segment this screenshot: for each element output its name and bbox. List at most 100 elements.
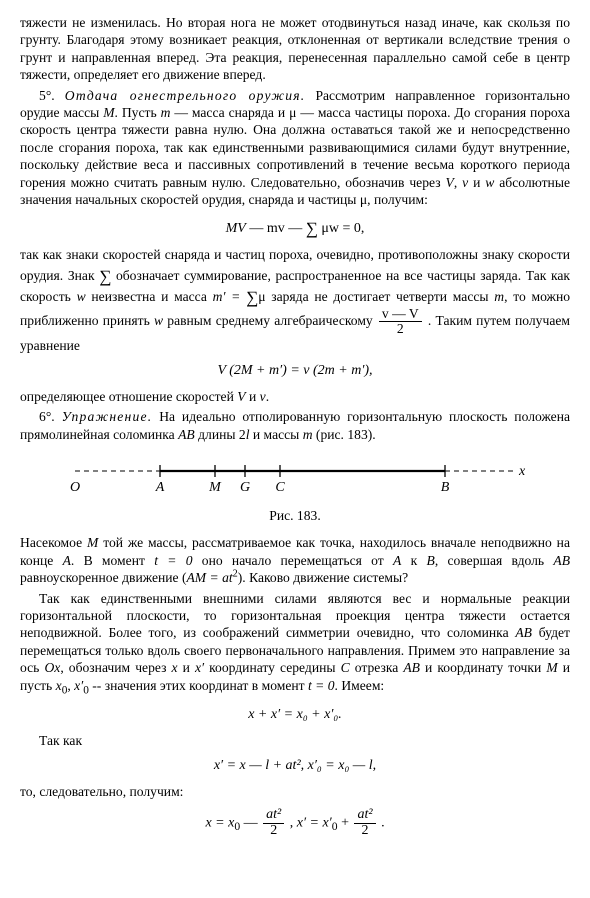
figure-caption: Рис. 183. [20,507,570,524]
var-AB: AB [178,427,195,442]
t: и координату точки [420,660,546,675]
var-A: A [63,553,71,568]
t: . В момент [71,553,154,568]
var-w: w [77,289,86,304]
fraction: v — V2 [379,307,422,337]
svg-text:x: x [518,464,526,479]
t: и массы [249,427,302,442]
var-x0p: x′ [74,678,83,693]
fraction: at² 2 [263,808,284,838]
frac-num: at² [266,807,281,822]
var-B: B [427,553,435,568]
eq: , [286,816,297,831]
sec6-title: Упражнение. [62,409,153,424]
para3: Так как единственными внешними силами яв… [20,590,570,698]
t: и [178,660,195,675]
svg-text:G: G [240,480,250,495]
svg-text:A: A [155,480,165,495]
var-V: V [237,389,245,404]
equation-2: V (2M + m′) = v (2m + m′), [20,362,570,380]
t: равноускоренное движение ( [20,570,186,585]
sec5b-tail: определяющее отношение скоростей V и v. [20,388,570,405]
eq: V (2M + m′) = v (2m + m′), [217,363,372,378]
t: определяющее отношение скоростей [20,389,237,404]
t: ). Каково движение системы? [238,570,408,585]
t: неизвестна и масса [86,289,213,304]
t: и [468,175,485,190]
var-AB: AB [553,553,570,568]
t: заряда не достигает четверти массы [266,289,495,304]
var-t0: t = 0 [308,678,335,693]
var-M: M [87,535,98,550]
sum-sign: ∑ [99,267,111,286]
t: (рис. 183). [313,427,376,442]
eq: — [240,816,261,831]
t: Насекомое [20,535,87,550]
sec6-paragraph: 6°. Упражнение. На идеально отполированн… [20,408,570,443]
eq: μw = 0, [321,221,364,236]
t: , получим: [367,192,428,207]
var-w: w [154,313,163,328]
equation-3: x + x′ = x₀ + x′₀. [20,706,570,724]
eq: x′ = x′ [297,816,332,831]
t: , [454,175,462,190]
sec5-label: 5°. [39,88,55,103]
para4: Так как [20,732,570,749]
sec5b-paragraph: так как знаки скоростей снаряда и частиц… [20,246,570,354]
t: . Пусть [115,105,161,120]
frac-den: 2 [379,322,422,336]
var-mu: μ [258,289,265,304]
equation-5: x = x0 — at²2 , x′ = x′0 + at²2 . [20,808,570,838]
equation-4: x′ = x — l + at², x′₀ = x₀ — l, [20,757,570,775]
var-M: M [546,660,557,675]
var-m: m [161,105,171,120]
frac-num: at² [357,807,372,822]
var-C: C [341,660,350,675]
var-V: V [446,175,454,190]
var-m: m [303,427,313,442]
t: Так как единственными внешними силами яв… [20,591,570,641]
var-mprime: m′ = [213,289,246,304]
eq: x′ = x — l + at², x′₀ = x₀ — l, [214,758,376,773]
var-AM: AM = at [186,570,232,585]
eq: MV [226,221,246,236]
figure-svg: O A M G C Bx [45,453,545,501]
frac-den: 2 [263,824,284,839]
svg-text:C: C [275,480,285,495]
t: длины 2 [195,427,246,442]
svg-text:B: B [441,480,450,495]
figure-183: O A M G C Bx [20,453,570,501]
eq: + [338,816,353,831]
svg-text:O: O [70,480,80,495]
sum-sign: ∑ [306,219,318,238]
var-AB: AB [403,660,420,675]
var-AB: AB [515,625,532,640]
frac-den: 2 [354,824,375,839]
var-Ox: Ox [44,660,60,675]
sec5-title: Отдача огнестрельного оружия. [65,88,306,103]
eq: x = x [205,816,234,831]
t: , обозначим через [60,660,171,675]
eq: . [378,816,385,831]
t: оно начало перемещаться от [193,553,394,568]
t: . [266,389,269,404]
para2: Насекомое M той же массы, рассматриваемо… [20,534,570,586]
svg-text:M: M [208,480,222,495]
t: . Имеем: [335,678,385,693]
t: — масса снаряда и [170,105,289,120]
var-w: w [485,175,494,190]
para5: то, следовательно, получим: [20,783,570,800]
t: и [246,389,260,404]
var-M: M [103,105,114,120]
t: координату середины [204,660,341,675]
var-t0: t = 0 [154,553,192,568]
var-xp: x′ [195,660,204,675]
equation-1: MV — mv — ∑ μw = 0, [20,216,570,238]
t: равным среднему алгебраическому [163,313,377,328]
eq: x + x′ = x₀ + x′₀. [248,707,342,722]
eq: — mv — [249,221,302,236]
sum-sign: ∑ [246,288,258,307]
t: , совершая вдоль [435,553,554,568]
frac-num: v — V [379,307,422,322]
t: отрезка [350,660,404,675]
